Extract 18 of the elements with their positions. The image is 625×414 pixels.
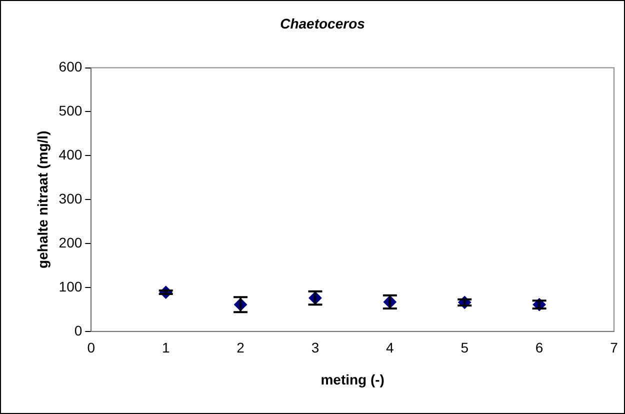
- x-tick-label: 5: [460, 340, 469, 356]
- x-tick-label: 7: [610, 340, 618, 356]
- x-tick-label: 0: [87, 340, 96, 356]
- y-tick-label: 600: [58, 58, 82, 75]
- chart-title: Chaetoceros: [280, 15, 366, 32]
- y-tick-label: 500: [58, 102, 82, 119]
- x-tick-label: 3: [311, 340, 320, 356]
- y-tick-label: 200: [58, 234, 82, 250]
- y-tick-label: 100: [58, 278, 82, 294]
- x-axis-title: meting (-): [320, 371, 384, 388]
- x-tick-label: 1: [162, 340, 170, 356]
- y-tick-label: 400: [58, 146, 82, 163]
- x-tick-label: 4: [386, 340, 394, 356]
- y-axis-title: gehalte nitraat (mg/l): [34, 130, 50, 268]
- y-tick-label: 0: [74, 322, 82, 338]
- x-tick-label: 6: [535, 340, 544, 356]
- y-tick-label: 300: [58, 190, 82, 206]
- x-tick-label: 2: [236, 340, 245, 356]
